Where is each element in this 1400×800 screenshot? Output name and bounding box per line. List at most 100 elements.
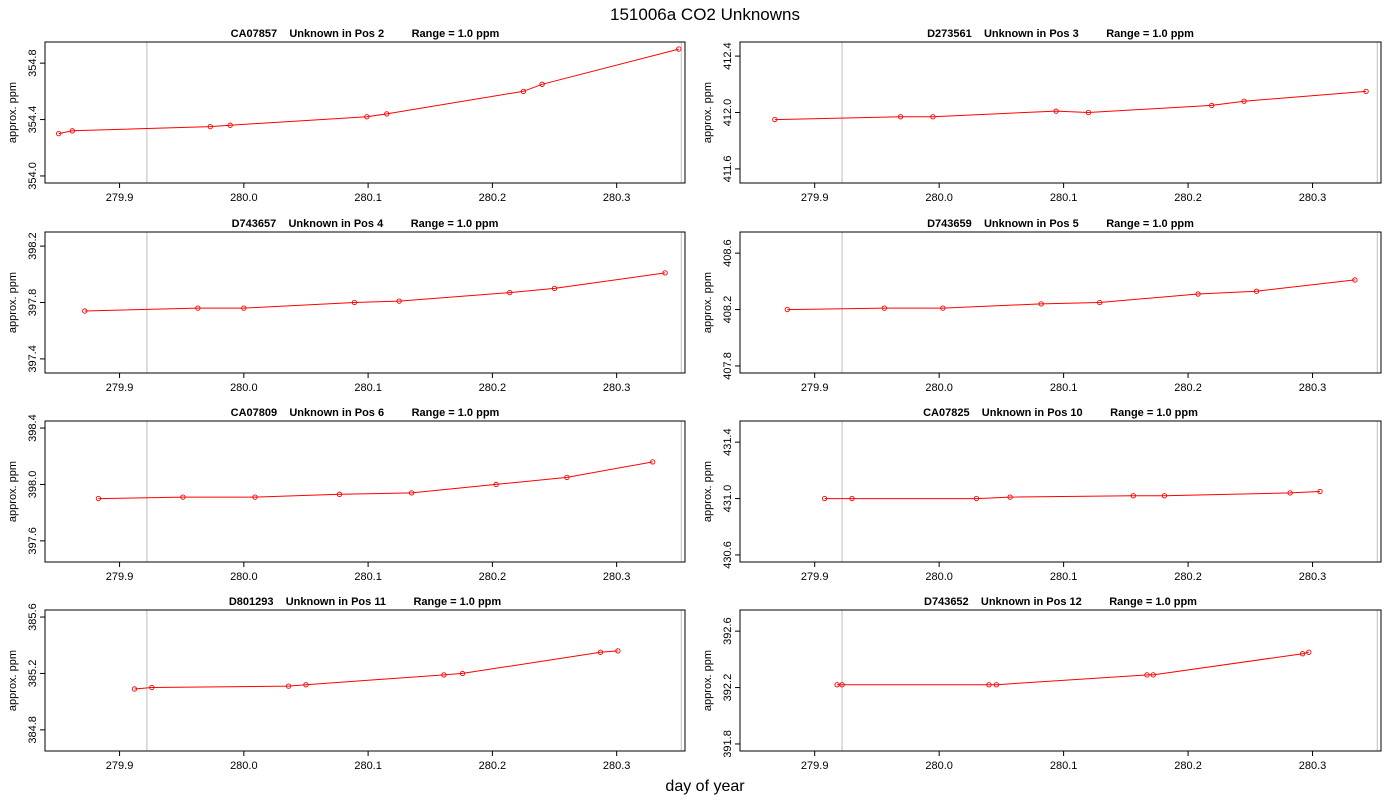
data-point <box>336 491 343 497</box>
x-tick-label: 280.0 <box>230 382 258 394</box>
x-tick-label: 280.3 <box>603 192 631 204</box>
data-point <box>95 495 102 502</box>
data-point <box>131 686 138 692</box>
chart-panel-7: D801293 Unknown in Pos 11 Range = 1.0 pp… <box>7 596 686 772</box>
chart-panel-2: D273561 Unknown in Pos 3 Range = 1.0 ppm… <box>702 28 1382 204</box>
data-point <box>227 122 233 128</box>
data-point <box>849 495 855 502</box>
data-point <box>897 114 904 120</box>
x-tick-label: 280.1 <box>354 760 382 772</box>
data-point <box>520 88 527 95</box>
x-tick-label: 280.0 <box>925 571 953 583</box>
x-tick-label: 280.0 <box>925 382 953 394</box>
y-tick-label: 384.8 <box>27 716 39 744</box>
y-tick-label: 354.0 <box>27 162 39 190</box>
x-tick-label: 280.0 <box>230 571 258 583</box>
x-tick-label: 280.1 <box>1050 571 1078 583</box>
data-point <box>993 682 1000 688</box>
data-point <box>408 490 415 496</box>
x-tick-label: 280.0 <box>230 192 258 204</box>
data-point <box>1209 102 1215 109</box>
panel-title: D801293 Unknown in Pos 11 Range = 1.0 pp… <box>229 596 502 608</box>
chart-panel-8: D743652 Unknown in Pos 12 Range = 1.0 pp… <box>702 596 1382 772</box>
data-point <box>564 474 570 481</box>
y-tick-label: 431.0 <box>722 485 734 513</box>
data-point <box>1306 649 1312 655</box>
data-point <box>650 459 656 465</box>
plot-frame <box>44 41 686 184</box>
x-tick-label: 280.2 <box>479 382 507 394</box>
data-point <box>986 682 992 688</box>
data-point <box>821 495 828 502</box>
y-axis-label: approx. ppm <box>702 461 714 522</box>
data-point <box>1038 301 1044 307</box>
y-axis-label: approx. ppm <box>702 650 714 711</box>
x-tick-label: 280.1 <box>354 192 382 204</box>
series-line <box>98 461 653 500</box>
data-point <box>351 299 358 306</box>
x-tick-label: 280.3 <box>1299 760 1327 772</box>
data-point <box>615 648 621 654</box>
plot-frame <box>739 420 1382 563</box>
data-point <box>973 495 980 502</box>
data-point <box>1053 108 1059 114</box>
x-tick-label: 279.9 <box>106 760 134 772</box>
x-tick-label: 280.1 <box>1050 760 1078 772</box>
data-point <box>1144 672 1150 678</box>
figure-x-axis-label: day of year <box>665 778 745 795</box>
x-tick-label: 280.2 <box>479 571 507 583</box>
data-point <box>1195 291 1201 297</box>
panel-title: D743659 Unknown in Pos 5 Range = 1.0 ppm <box>927 218 1194 230</box>
y-tick-label: 398.0 <box>27 471 39 499</box>
y-tick-label: 397.8 <box>27 289 39 317</box>
data-point <box>82 308 88 314</box>
data-point <box>396 298 402 304</box>
x-tick-label: 279.9 <box>106 382 134 394</box>
panel-title: CA07825 Unknown in Pos 10 Range = 1.0 pp… <box>923 407 1198 419</box>
data-point <box>881 305 888 311</box>
panels-container: CA07857 Unknown in Pos 2 Range = 1.0 ppm… <box>7 28 1382 772</box>
chart-panel-3: D743657 Unknown in Pos 4 Range = 1.0 ppm… <box>7 218 686 394</box>
x-tick-label: 280.2 <box>479 192 507 204</box>
chart-panel-1: CA07857 Unknown in Pos 2 Range = 1.0 ppm… <box>7 28 686 204</box>
data-point <box>1352 277 1358 283</box>
x-tick-label: 280.1 <box>1050 382 1078 394</box>
y-tick-label: 412.4 <box>722 42 734 70</box>
y-tick-label: 354.8 <box>27 49 39 77</box>
data-point <box>1299 651 1306 657</box>
plot-frame <box>739 41 1382 184</box>
plot-frame <box>739 231 1382 374</box>
x-tick-label: 279.9 <box>106 192 134 204</box>
y-axis-label: approx. ppm <box>702 82 714 143</box>
panel-title: CA07857 Unknown in Pos 2 Range = 1.0 ppm <box>231 28 500 40</box>
y-tick-label: 397.6 <box>27 527 39 555</box>
y-tick-label: 407.8 <box>722 352 734 380</box>
data-point <box>1363 88 1369 95</box>
y-axis-label: approx. ppm <box>7 461 19 522</box>
series-line <box>84 272 666 312</box>
data-point <box>252 494 258 500</box>
data-point <box>364 114 370 120</box>
x-tick-label: 280.2 <box>1174 760 1202 772</box>
data-point <box>241 305 247 311</box>
data-point <box>1161 493 1168 499</box>
x-tick-label: 280.1 <box>354 382 382 394</box>
y-tick-label: 391.8 <box>722 730 734 758</box>
x-tick-label: 280.2 <box>1174 382 1202 394</box>
x-tick-label: 280.3 <box>1299 192 1327 204</box>
data-point <box>285 683 292 689</box>
series-line <box>58 48 679 135</box>
y-tick-label: 398.2 <box>27 232 39 260</box>
y-tick-label: 430.6 <box>722 541 734 569</box>
panel-title: CA07809 Unknown in Pos 6 Range = 1.0 ppm <box>231 407 500 419</box>
x-tick-label: 280.2 <box>1174 571 1202 583</box>
series-line <box>787 279 1355 311</box>
data-point <box>551 285 558 292</box>
data-point <box>1317 488 1323 495</box>
x-tick-label: 280.2 <box>1174 192 1202 204</box>
series-line <box>774 90 1367 121</box>
x-tick-label: 280.1 <box>1050 192 1078 204</box>
y-axis-label: approx. ppm <box>7 272 19 333</box>
panel-title: D273561 Unknown in Pos 3 Range = 1.0 ppm <box>927 28 1194 40</box>
